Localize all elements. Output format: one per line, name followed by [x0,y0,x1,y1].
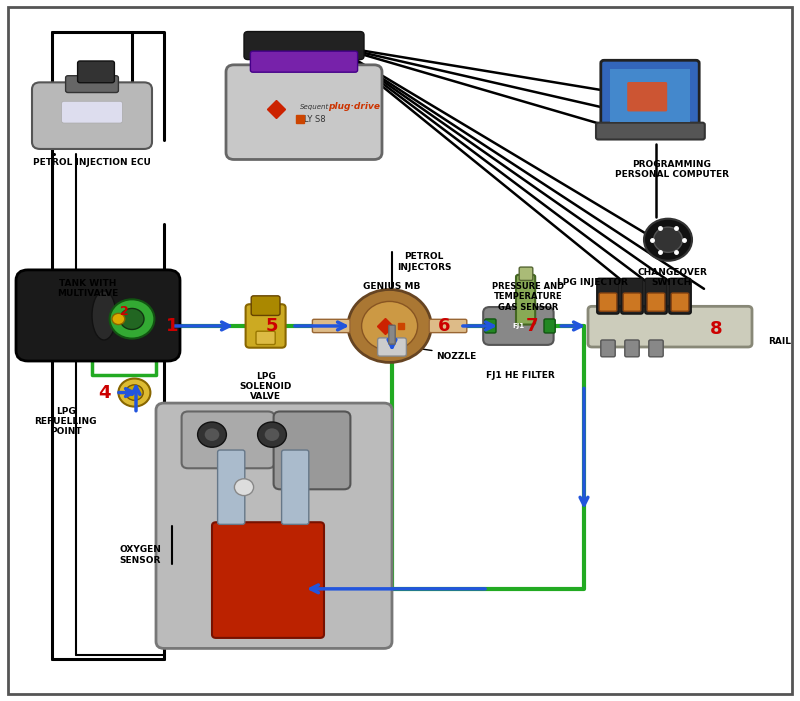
Circle shape [644,219,692,261]
FancyBboxPatch shape [78,61,114,83]
FancyBboxPatch shape [429,319,467,332]
Text: PRESSURE AND
TEMPERATURE
GAS SENSOR: PRESSURE AND TEMPERATURE GAS SENSOR [492,282,564,312]
FancyBboxPatch shape [274,411,350,489]
Text: PROGRAMMING
PERSONAL COMPUTER: PROGRAMMING PERSONAL COMPUTER [615,160,729,179]
FancyBboxPatch shape [597,278,619,314]
Text: 1: 1 [166,317,178,335]
FancyBboxPatch shape [544,319,555,333]
FancyBboxPatch shape [218,450,245,524]
FancyBboxPatch shape [251,296,280,315]
FancyBboxPatch shape [671,293,689,311]
FancyBboxPatch shape [623,293,641,311]
FancyBboxPatch shape [250,51,358,72]
Text: 7: 7 [526,317,538,335]
Ellipse shape [92,291,116,340]
FancyBboxPatch shape [601,60,699,129]
Text: LPG
REFUELLING
POINT: LPG REFUELLING POINT [34,407,97,437]
Circle shape [110,299,154,339]
Text: GENIUS MB: GENIUS MB [363,282,421,291]
FancyBboxPatch shape [516,275,535,325]
FancyBboxPatch shape [182,411,274,468]
Text: LPG INJECTOR: LPG INJECTOR [557,278,627,287]
FancyBboxPatch shape [226,64,382,160]
Text: FLY S8: FLY S8 [298,115,326,123]
FancyBboxPatch shape [389,325,395,344]
Text: plug·drive: plug·drive [328,102,380,111]
FancyBboxPatch shape [625,340,639,357]
FancyBboxPatch shape [483,307,554,345]
Text: 6: 6 [438,317,450,335]
Circle shape [118,379,150,407]
FancyBboxPatch shape [519,267,533,280]
Circle shape [120,308,144,329]
FancyBboxPatch shape [647,293,665,311]
FancyBboxPatch shape [32,83,152,149]
FancyBboxPatch shape [649,340,663,357]
Circle shape [264,428,280,442]
Text: 2: 2 [120,306,128,318]
Text: PETROL
INJECTORS: PETROL INJECTORS [397,252,451,272]
FancyBboxPatch shape [244,32,364,60]
Text: 5: 5 [266,317,278,335]
FancyBboxPatch shape [62,101,122,123]
Text: FJ1: FJ1 [512,323,525,329]
Text: TANK WITH
MULTIVALVE: TANK WITH MULTIVALVE [58,279,118,299]
FancyBboxPatch shape [669,278,691,314]
FancyBboxPatch shape [645,278,667,314]
Text: 8: 8 [710,320,722,339]
Circle shape [112,313,125,325]
FancyBboxPatch shape [256,331,275,344]
Text: CHANGEOVER
SWITCH: CHANGEOVER SWITCH [637,268,707,287]
FancyBboxPatch shape [485,319,496,333]
FancyBboxPatch shape [599,293,617,311]
FancyBboxPatch shape [588,306,752,347]
Text: PETROL INJECTION ECU: PETROL INJECTION ECU [33,158,151,167]
Circle shape [198,422,226,447]
FancyBboxPatch shape [596,123,705,139]
Text: Sequent: Sequent [300,104,330,109]
Circle shape [362,301,418,350]
Circle shape [654,227,682,252]
Circle shape [234,479,254,496]
FancyBboxPatch shape [246,304,286,348]
FancyBboxPatch shape [282,450,309,524]
FancyBboxPatch shape [312,319,350,332]
Text: RAIL: RAIL [768,337,791,346]
Circle shape [258,422,286,447]
FancyBboxPatch shape [621,278,643,314]
FancyBboxPatch shape [627,82,667,111]
FancyBboxPatch shape [378,338,406,356]
FancyBboxPatch shape [16,270,180,361]
Circle shape [348,290,431,362]
Circle shape [126,385,143,400]
FancyBboxPatch shape [156,403,392,648]
Text: NOZZLE: NOZZLE [436,352,476,361]
Circle shape [204,428,220,442]
FancyBboxPatch shape [212,522,324,638]
Text: FJ1 HE FILTER: FJ1 HE FILTER [486,371,554,380]
FancyBboxPatch shape [601,340,615,357]
Text: 4: 4 [98,383,110,402]
FancyBboxPatch shape [610,69,690,122]
Text: OXYGEN
SENSOR: OXYGEN SENSOR [119,545,161,565]
FancyBboxPatch shape [66,76,118,93]
Text: LPG
SOLENOID
VALVE: LPG SOLENOID VALVE [239,372,292,402]
